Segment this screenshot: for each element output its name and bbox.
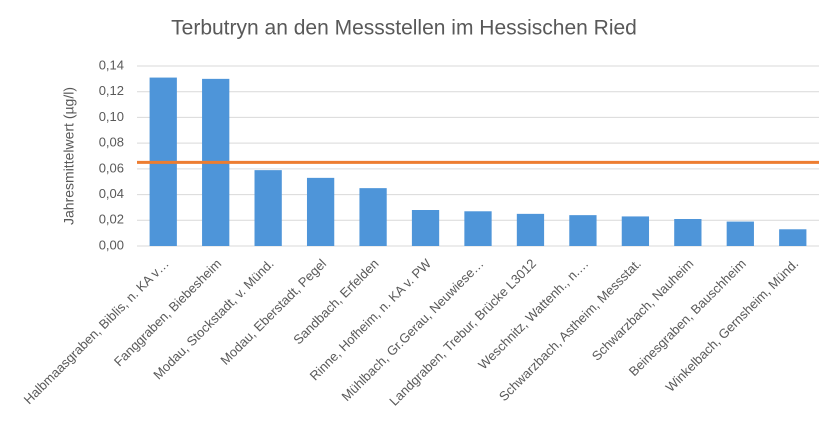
y-tick-label: 0,08: [99, 135, 124, 150]
bar: [621, 216, 650, 246]
y-tick-label: 0,00: [99, 237, 124, 252]
bar: [779, 229, 807, 246]
y-tick-label: 0,10: [99, 109, 124, 124]
bar: [569, 215, 597, 246]
y-tick-label: 0,02: [99, 212, 124, 227]
bar: [726, 221, 754, 246]
bar: [306, 177, 335, 246]
bar: [359, 188, 387, 246]
y-tick-label: 0,12: [99, 83, 124, 98]
bar: [674, 219, 702, 246]
chart-title: Terbutryn an den Messstellen im Hessisch…: [171, 17, 637, 40]
x-tick-label: Schwarzbach, Nauheim: [589, 256, 697, 364]
bar: [411, 210, 440, 246]
bar: [516, 213, 545, 246]
y-axis-label: Jahresmittelwert (µg/l): [61, 87, 77, 225]
y-tick-label: 0,06: [99, 160, 124, 175]
bar: [254, 170, 282, 246]
y-tick-label: 0,04: [99, 186, 124, 201]
x-tick-label: Fanggraben, Biebesheim: [111, 256, 224, 369]
y-tick-label: 0,14: [99, 57, 124, 72]
x-tick-label: Modau, Eberstadt, Pegel: [217, 256, 329, 368]
bar: [464, 211, 492, 246]
